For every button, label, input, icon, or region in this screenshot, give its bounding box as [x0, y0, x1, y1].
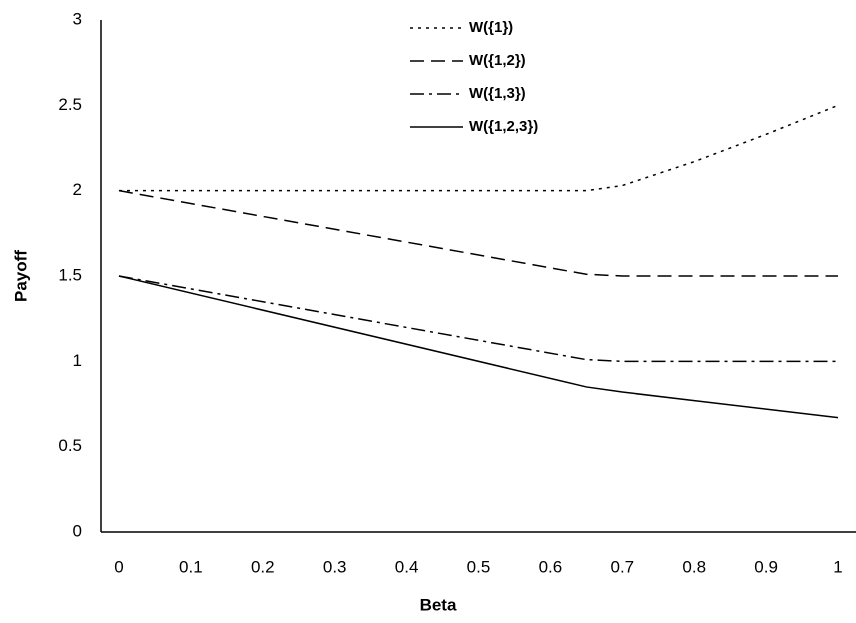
x-tick-label: 0.1 — [179, 557, 203, 576]
y-tick-label: 2 — [73, 180, 82, 199]
x-tick-label: 0.7 — [610, 557, 634, 576]
x-tick-label: 0 — [114, 557, 123, 576]
x-tick-label: 0.8 — [682, 557, 706, 576]
legend-label: W({1,3}) — [469, 85, 526, 102]
x-tick-label: 1 — [833, 557, 842, 576]
line-series — [118, 189, 839, 277]
y-tick-label: 1 — [73, 351, 82, 370]
y-tick-label: 3 — [73, 9, 82, 28]
x-tick-label: 0.6 — [539, 557, 563, 576]
x-tick-label: 0.2 — [251, 557, 275, 576]
x-tick-label: 0.5 — [467, 557, 491, 576]
x-tick-label: 0.3 — [323, 557, 347, 576]
y-tick-label: 2.5 — [58, 95, 82, 114]
x-tick-label: 0.4 — [395, 557, 419, 576]
y-tick-label: 0.5 — [58, 436, 82, 455]
line-series — [118, 275, 839, 419]
line-series — [118, 275, 839, 363]
y-tick-label: 0 — [73, 521, 82, 540]
legend-label: W({1,2,3}) — [469, 118, 538, 135]
y-axis-title: Payoff — [11, 250, 30, 302]
y-tick-label: 1.5 — [58, 265, 82, 284]
legend-label: W({1}) — [469, 19, 513, 36]
legend-label: W({1,2}) — [469, 52, 526, 69]
x-tick-label: 0.9 — [754, 557, 778, 576]
x-axis-title: Beta — [420, 595, 457, 614]
